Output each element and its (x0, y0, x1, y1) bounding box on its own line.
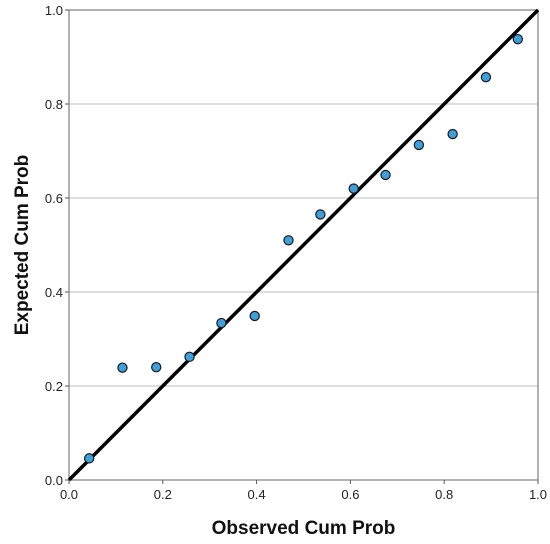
reference-line-group (67, 8, 540, 482)
data-point (249, 310, 260, 322)
data-point (216, 317, 227, 329)
data-point (315, 209, 326, 220)
data-point (413, 139, 425, 151)
gridlines (69, 103, 538, 387)
data-point (151, 362, 162, 373)
data-point (117, 362, 128, 373)
y-axis-title: Expected Cum Prob (12, 155, 33, 336)
y-tick-label: 0.2 (45, 379, 63, 394)
data-points (83, 33, 524, 464)
x-tick-label: 1.0 (529, 487, 547, 502)
data-point (184, 351, 195, 363)
x-tick-label: 0.8 (435, 487, 453, 502)
y-tick-label: 0.6 (45, 191, 63, 206)
y-tick-labels: 0.0 0.2 0.4 0.6 0.8 1.0 (45, 3, 63, 488)
data-point (283, 235, 294, 246)
x-axis-title: Observed Cum Prob (212, 518, 396, 539)
x-tick-labels: 0.0 0.2 0.4 0.6 0.8 1.0 (60, 487, 547, 502)
plot-frame (68, 9, 539, 481)
y-tick-label: 1.0 (45, 3, 63, 18)
data-point (512, 33, 524, 45)
data-point (480, 72, 492, 83)
x-tick-label: 0.0 (60, 487, 78, 502)
y-tick-label: 0.4 (45, 285, 63, 300)
x-tick-label: 0.4 (248, 487, 266, 502)
data-point (83, 453, 95, 464)
y-tick-label: 0.8 (45, 97, 63, 112)
data-point (380, 169, 391, 181)
axes (65, 9, 539, 484)
y-tick-label: 0.0 (45, 473, 63, 488)
x-tick-label: 0.2 (154, 487, 172, 502)
x-tick-label: 0.6 (341, 487, 359, 502)
data-point (447, 128, 458, 140)
data-point (348, 183, 359, 194)
reference-line (67, 8, 540, 482)
